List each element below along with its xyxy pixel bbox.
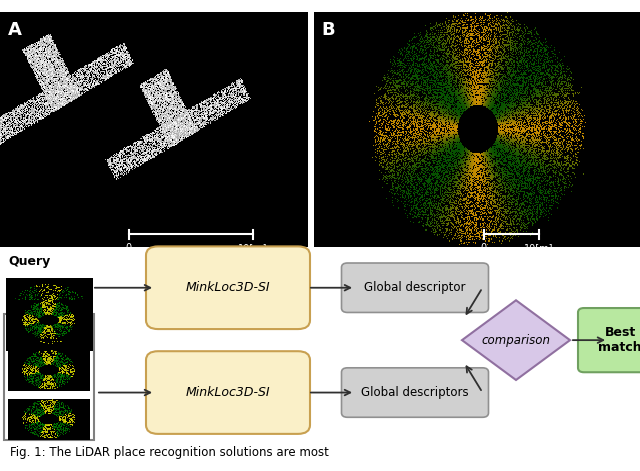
Text: 0: 0 <box>481 243 487 253</box>
Text: MinkLoc3D-SI: MinkLoc3D-SI <box>186 386 270 399</box>
Bar <box>4 314 94 440</box>
Text: 0: 0 <box>126 243 132 253</box>
Text: 10[m]: 10[m] <box>524 243 554 253</box>
Text: Global descriptors: Global descriptors <box>361 386 469 399</box>
FancyBboxPatch shape <box>146 246 310 329</box>
Text: Database: Database <box>8 306 74 319</box>
Text: Global descriptor: Global descriptor <box>364 281 466 294</box>
FancyBboxPatch shape <box>578 308 640 372</box>
Text: comparison: comparison <box>481 333 550 347</box>
FancyBboxPatch shape <box>146 351 310 434</box>
Text: 10[m]: 10[m] <box>238 243 268 253</box>
Text: Fig. 1: The LiDAR place recognition solutions are most: Fig. 1: The LiDAR place recognition solu… <box>10 447 328 459</box>
Text: Best
match: Best match <box>598 326 640 354</box>
Text: A: A <box>8 21 22 39</box>
Text: MinkLoc3D-SI: MinkLoc3D-SI <box>186 281 270 294</box>
Text: B: B <box>322 21 335 39</box>
FancyBboxPatch shape <box>342 368 488 417</box>
FancyBboxPatch shape <box>342 263 488 312</box>
Polygon shape <box>462 300 570 380</box>
Text: Query: Query <box>8 254 51 268</box>
